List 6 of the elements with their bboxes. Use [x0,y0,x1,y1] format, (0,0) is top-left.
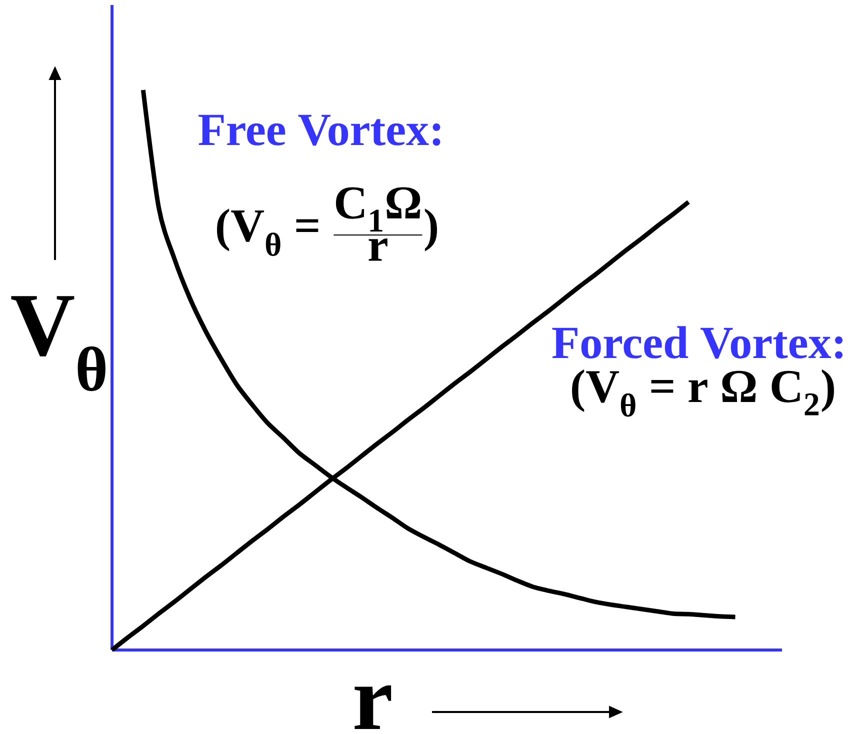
y-axis-title: V$_{θ}$ [11,296,106,392]
annotation: $\textbf{(V}_{\textbf{θ}}\textbf{ = }\frac{\textbf{C}_{\textbf{1}}\textbf{Ω}}{\textbf{r}}\textbf{)}$ [217,187,437,261]
annotation: Forced Vortex: [552,326,842,359]
annotation: $\textbf{(V}_{\textbf{θ}}\textbf{ = r Ω C}_{\textbf{2}}\textbf{)}$ [572,369,834,417]
annotation: Free Vortex: [198,114,440,146]
x-axis-title: r [354,685,392,729]
